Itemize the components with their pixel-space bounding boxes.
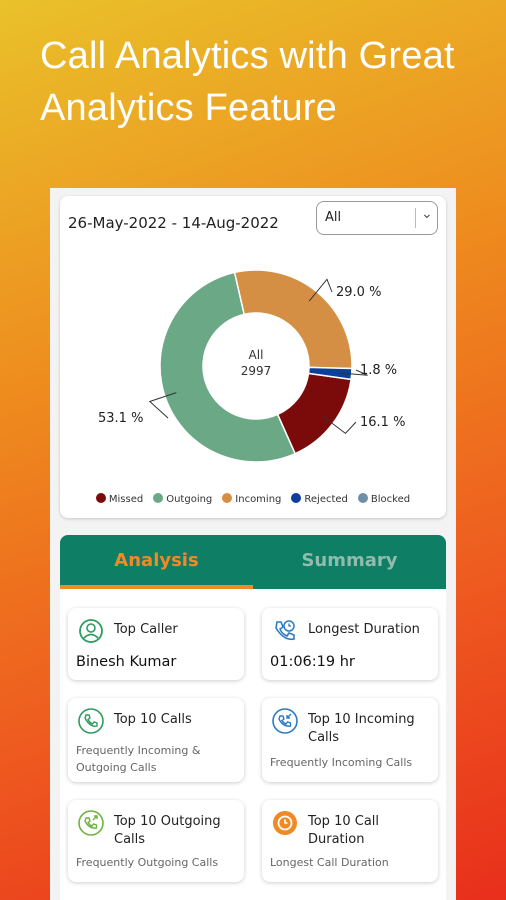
tile-title: Longest Duration [308,622,420,637]
tile-description: Longest Call Duration [270,856,389,869]
call-chart-card: 26-May-2022 - 14-Aug-2022 All ⌄ 16.1 % 53… [60,196,446,518]
legend-label: Rejected [304,494,348,505]
legend-swatch [357,493,368,503]
legend-swatch [153,493,164,503]
tab-analysis[interactable]: Analysis [60,535,253,589]
legend-item-missed: Missed [95,493,144,505]
slice-label-outgoing: 53.1 % [98,411,143,426]
phone-clock-icon [275,620,295,641]
legend-label: Incoming [235,494,282,505]
donut-slice-incoming[interactable] [233,269,353,370]
clock-icon [273,811,297,835]
slice-label-missed: 16.1 % [360,415,405,430]
tile-title: Top 10 Outgoing Calls [114,814,221,847]
leader-line-incoming [308,278,333,302]
donut-center-total: 2997 [241,364,272,378]
top-10-duration-tile[interactable]: Top 10 Call Duration Longest Call Durati… [262,800,438,882]
date-range-label[interactable]: 26-May-2022 - 14-Aug-2022 [68,214,279,232]
outgoing-call-icon [78,810,104,836]
person-icon [79,619,103,643]
legend-swatch [222,493,233,503]
dropdown-divider [415,208,416,228]
tile-title: Top 10 Calls [114,712,192,727]
top-caller-name: Binesh Kumar [76,654,177,670]
leader-line-rejected [339,369,368,376]
legend-item-outgoing: Outgoing [153,493,212,505]
slice-label-rejected: 1.8 % [360,363,397,378]
tile-title: Top Caller [114,622,178,637]
headline-line-1: Call Analytics with Great [40,35,455,77]
tile-title: Top 10 Call Duration [308,814,380,847]
donut-slice-rejected[interactable] [307,366,353,381]
call-type-filter-dropdown[interactable]: All ⌄ [316,201,438,235]
slice-label-incoming: 29.0 % [336,285,381,300]
promo-headline: Call Analytics with Great Analytics Feat… [40,30,490,134]
legend-swatch [291,493,302,503]
donut-center-label: All [249,348,264,362]
legend-item-rejected: Rejected [291,493,348,505]
tile-description: Frequently Incoming & Outgoing Calls [76,744,201,774]
top-10-outgoing-tile[interactable]: Top 10 Outgoing Calls Frequently Outgoin… [68,800,244,882]
legend-item-blocked: Blocked [357,493,411,505]
chevron-down-icon: ⌄ [421,206,433,222]
tile-title: Top 10 Incoming Calls [308,712,415,745]
top-caller-tile[interactable]: Top Caller Binesh Kumar [68,608,244,680]
legend-swatch [95,493,106,503]
filter-selected-value: All [325,210,342,225]
active-tab-indicator [60,585,253,589]
top-10-calls-tile[interactable]: Top 10 Calls Frequently Incoming & Outgo… [68,698,244,782]
legend-item-incoming: Incoming [222,493,281,505]
leader-line-outgoing [148,392,177,419]
tab-summary[interactable]: Summary [253,535,446,589]
legend-label: Outgoing [166,494,213,505]
call-distribution-donut-chart: 16.1 % 53.1 % 29.0 % 1.8 % All 2997 [98,269,405,463]
tab-analysis-label: Analysis [114,550,199,571]
app-screen: 26-May-2022 - 14-Aug-2022 All ⌄ 16.1 % 53… [50,188,456,900]
phone-icon [78,708,104,734]
legend-label: Blocked [370,494,411,505]
incoming-call-icon [272,708,298,734]
tab-summary-label: Summary [301,550,398,571]
tile-description: Frequently Outgoing Calls [76,856,219,869]
legend-label: Missed [108,494,144,505]
tile-description: Frequently Incoming Calls [270,756,413,769]
leader-line-missed [322,416,357,435]
top-10-incoming-tile[interactable]: Top 10 Incoming Calls Frequently Incomin… [262,698,438,782]
donut-slice-outgoing[interactable] [159,271,297,463]
analysis-tab-bar: Analysis Summary [60,535,446,589]
longest-duration-value: 01:06:19 hr [270,654,355,670]
chart-legend: Missed Outgoing Incoming Rejected Blocked [60,493,446,505]
longest-duration-tile[interactable]: Longest Duration 01:06:19 hr [262,608,438,680]
headline-line-2: Analytics Feature [40,87,337,129]
